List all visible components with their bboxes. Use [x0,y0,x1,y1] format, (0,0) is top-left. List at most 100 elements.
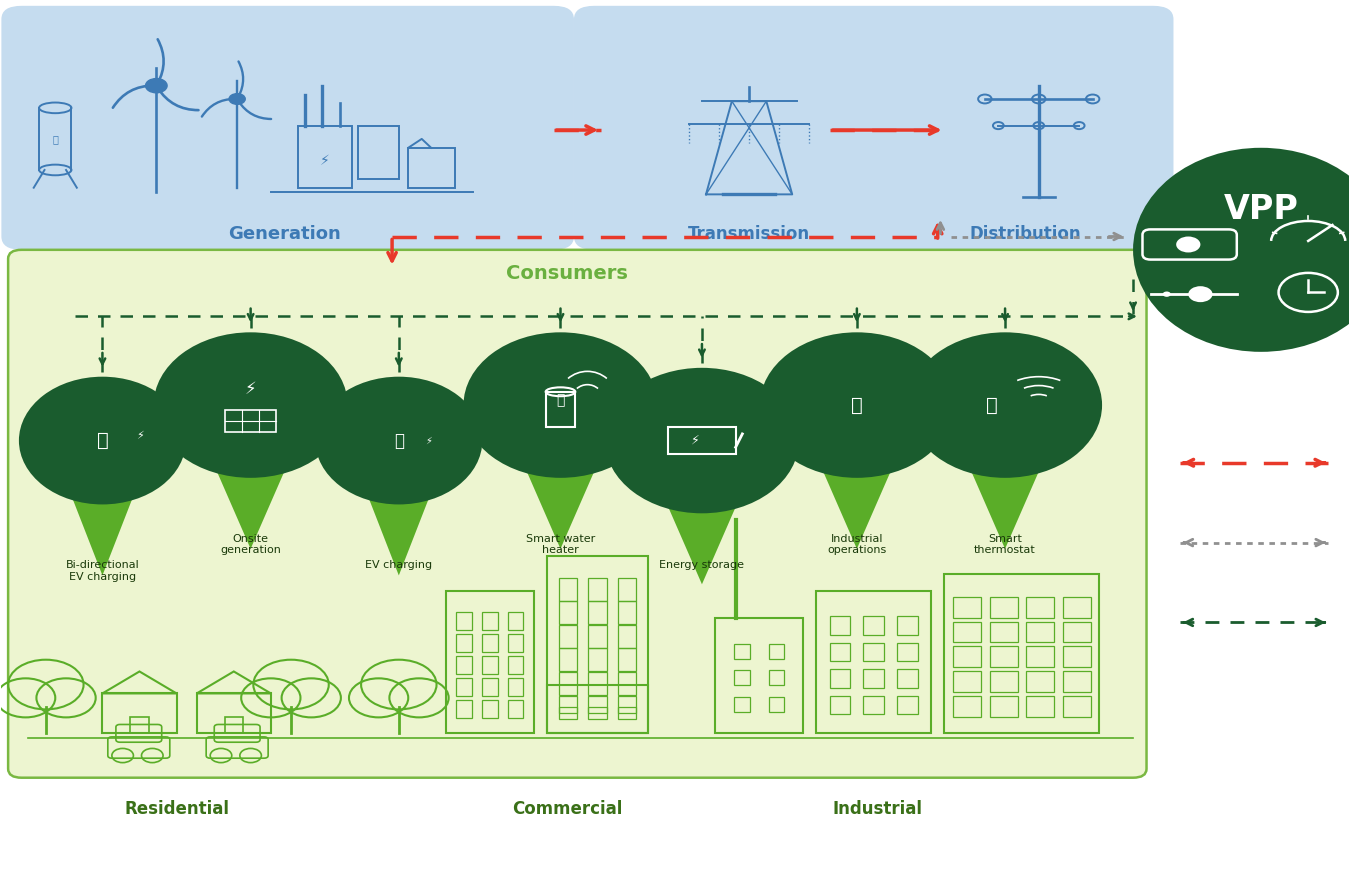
Ellipse shape [154,332,348,478]
Bar [559,578,576,601]
Bar [456,634,471,652]
Text: Bi-directional
EV charging: Bi-directional EV charging [66,561,139,582]
Text: Distribution: Distribution [969,225,1081,243]
Ellipse shape [463,332,657,478]
Bar [618,649,636,671]
Bar [618,696,636,718]
Circle shape [1162,292,1170,297]
Bar [446,591,533,733]
Bar [589,707,606,713]
Bar [559,602,576,625]
Polygon shape [961,449,1049,549]
Bar [734,643,749,659]
Text: 🚗: 🚗 [97,431,108,450]
Bar [545,392,575,427]
Text: Industrial
operations: Industrial operations [828,534,887,555]
Text: 🏭: 🏭 [850,395,863,415]
Ellipse shape [909,332,1102,478]
Bar [864,669,884,688]
Bar [618,672,636,695]
Bar [559,696,576,718]
Circle shape [1176,237,1200,253]
Bar [508,700,524,718]
Bar [508,678,524,697]
Bar [953,646,981,668]
Text: EV charging: EV charging [366,561,432,570]
Bar [990,646,1018,668]
Text: ⚡: ⚡ [320,154,329,168]
Bar [817,591,932,733]
Bar [1026,671,1054,692]
Text: Consumers: Consumers [506,264,628,283]
Bar [1062,597,1091,618]
Polygon shape [362,479,436,576]
FancyBboxPatch shape [574,6,1173,250]
Bar [768,670,784,685]
Ellipse shape [1133,148,1350,352]
Bar [1062,671,1091,692]
Bar [990,621,1018,643]
Text: Industrial: Industrial [832,800,922,818]
Text: 🌡: 🌡 [986,395,998,415]
Bar [618,578,636,601]
Text: 💧: 💧 [53,134,58,144]
Bar [898,669,918,688]
Bar [830,617,850,635]
Bar [547,684,648,733]
Bar [1062,621,1091,643]
Bar [953,671,981,692]
Text: ⚡: ⚡ [136,431,144,441]
Bar [953,621,981,643]
Bar [945,574,1099,733]
Bar [197,693,271,733]
Ellipse shape [760,332,954,478]
Text: Commercial: Commercial [512,800,622,818]
Text: Transmission: Transmission [688,225,810,243]
Circle shape [230,93,246,104]
Text: 💧: 💧 [556,393,564,408]
Bar [589,625,606,648]
Text: Onsite
generation: Onsite generation [220,534,281,555]
FancyBboxPatch shape [1,6,574,250]
Text: Residential: Residential [124,800,230,818]
Bar [990,597,1018,618]
Polygon shape [659,484,745,585]
Polygon shape [207,449,294,549]
Bar [830,669,850,688]
Bar [482,700,498,718]
Bar [559,672,576,695]
Bar [456,700,471,718]
Bar [482,634,498,652]
Bar [734,697,749,712]
Polygon shape [65,479,140,576]
Bar [508,612,524,630]
Bar [864,617,884,635]
Text: 🚗: 🚗 [394,432,404,449]
Text: Smart water
heater: Smart water heater [526,534,595,555]
Bar [508,634,524,652]
Bar [408,148,455,188]
Bar [559,707,576,713]
Bar [225,409,277,432]
Bar [547,556,648,733]
Circle shape [146,78,167,93]
FancyBboxPatch shape [8,250,1146,778]
Bar [298,125,351,188]
Bar [990,696,1018,716]
Bar [589,578,606,601]
Bar [589,696,606,718]
Circle shape [1188,287,1212,303]
Bar [456,678,471,697]
Bar [898,617,918,635]
Ellipse shape [316,376,482,505]
Bar [103,693,177,733]
Bar [1026,646,1054,668]
Polygon shape [813,449,900,549]
Bar [734,670,749,685]
Bar [898,696,918,714]
Bar [668,427,736,454]
Text: VPP: VPP [1223,193,1299,226]
Bar [716,618,803,733]
Bar [559,625,576,648]
Bar [508,656,524,675]
